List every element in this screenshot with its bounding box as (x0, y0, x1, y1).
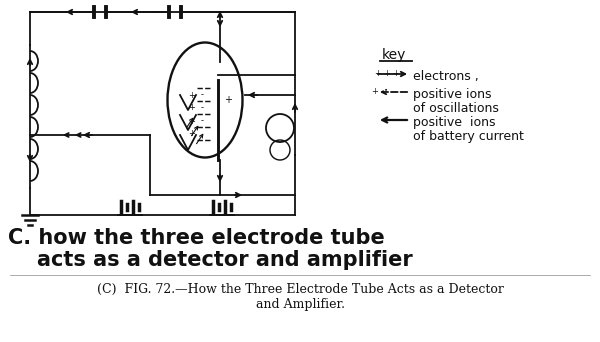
Text: (C)  FIG. 72.—How the Three Electrode Tube Acts as a Detector: (C) FIG. 72.—How the Three Electrode Tub… (97, 283, 503, 296)
Text: positive  ions: positive ions (413, 116, 496, 129)
Text: +: + (392, 69, 400, 79)
Text: +: + (188, 130, 196, 139)
Text: -: - (200, 91, 203, 100)
Text: +: + (188, 104, 196, 113)
Text: +: + (374, 69, 382, 79)
Text: +: + (383, 69, 391, 79)
Text: -: - (200, 104, 203, 113)
Text: acts as a detector and amplifier: acts as a detector and amplifier (8, 250, 413, 270)
Text: key: key (382, 48, 406, 62)
Text: of battery current: of battery current (413, 130, 524, 143)
Text: -: - (200, 117, 203, 126)
Text: of oscillations: of oscillations (413, 102, 499, 115)
Text: +: + (188, 117, 196, 126)
Text: +: + (188, 91, 196, 100)
Text: +: + (371, 88, 379, 96)
Text: electrons ,: electrons , (413, 70, 479, 83)
Text: and Amplifier.: and Amplifier. (256, 298, 344, 311)
Text: positive ions: positive ions (413, 88, 491, 101)
Text: C. how the three electrode tube: C. how the three electrode tube (8, 228, 385, 248)
Text: +: + (224, 95, 232, 105)
